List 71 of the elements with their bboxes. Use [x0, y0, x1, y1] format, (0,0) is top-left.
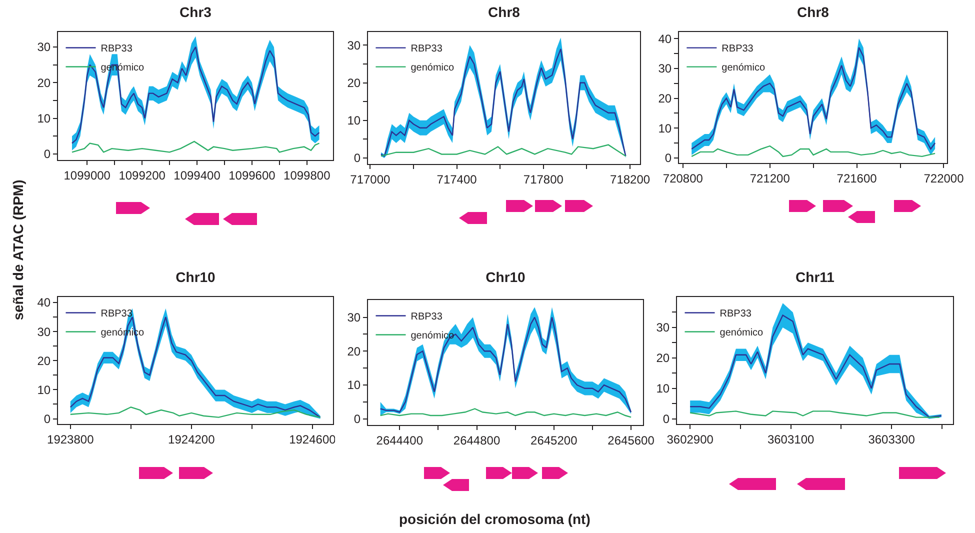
line-series: [70, 406, 321, 418]
x-tick-label: 1099000: [64, 168, 111, 182]
x-tick-label: 722000: [924, 171, 964, 186]
x-tick-label: 717400: [436, 172, 478, 186]
legend-label: genómico: [722, 62, 766, 74]
x-tick-label: 2644800: [453, 433, 500, 448]
y-tick-label: 20: [37, 354, 51, 368]
x-tick-label: 720800: [662, 171, 704, 186]
y-tick-label: 10: [347, 114, 361, 128]
y-tick-label: 30: [658, 62, 672, 76]
y-tick-label: 10: [37, 382, 51, 397]
y-tick-label: 10: [37, 111, 51, 126]
x-tick-label: 1099400: [174, 168, 221, 182]
y-tick-label: 0: [44, 412, 51, 426]
line-series: [380, 144, 626, 157]
y-tick-label: 0: [354, 151, 361, 166]
y-tick-label: 20: [658, 91, 672, 106]
y-tick-label: 10: [347, 378, 361, 392]
legend-label: RBP33: [720, 308, 752, 320]
y-tick-label: 0: [354, 412, 361, 426]
chart-title: Chr10: [176, 268, 216, 285]
x-tick-label: 718200: [610, 172, 650, 186]
line-series: [71, 140, 320, 153]
x-tick-label: 1924200: [168, 432, 216, 446]
chart-title: Chr11: [796, 268, 835, 285]
chart-title: Chr8: [797, 4, 830, 20]
x-tick-label: 717800: [523, 172, 564, 186]
x-tick-label: 3602900: [666, 432, 714, 446]
x-tick-label: 717000: [350, 172, 391, 186]
y-tick-label: 20: [656, 351, 670, 366]
y-tick-label: 30: [37, 40, 51, 54]
legend-label: genómico: [720, 328, 764, 339]
x-tick-label: 2645600: [608, 433, 655, 448]
legend-label: genómico: [410, 62, 455, 74]
x-tick-label: 2644400: [376, 433, 424, 448]
x-tick-label: 2645200: [530, 433, 578, 448]
y-tick-label: 10: [658, 121, 672, 136]
x-tick-label: 1099800: [284, 168, 331, 182]
x-tick-label: 3603100: [767, 432, 815, 446]
y-tick-label: 20: [347, 76, 361, 90]
x-tick-label: 1924600: [289, 432, 336, 446]
y-tick-label: 20: [37, 76, 51, 90]
y-tick-label: 0: [44, 147, 51, 162]
y-tick-label: 40: [37, 296, 51, 310]
chart-title: Chr8: [488, 4, 520, 20]
x-tick-label: 3603300: [868, 432, 916, 446]
legend-label: RBP33: [410, 312, 443, 323]
x-tick-label: 721200: [750, 171, 790, 186]
line-series: [380, 408, 632, 418]
x-tick-label: 1923800: [47, 432, 94, 446]
line-series: [689, 410, 940, 418]
y-tick-label: 0: [662, 412, 670, 426]
legend-label: RBP33: [410, 44, 443, 55]
chart-title: Chr3: [180, 4, 212, 20]
y-tick-label: 30: [347, 310, 361, 324]
line-series: [691, 145, 936, 158]
x-tick-label: 1099600: [228, 168, 276, 182]
legend-label: RBP33: [100, 44, 133, 55]
y-tick-label: 30: [37, 324, 51, 339]
y-tick-label: 10: [656, 382, 670, 396]
chart-title: Chr10: [486, 268, 526, 285]
y-tick-label: 30: [347, 38, 361, 52]
y-tick-label: 40: [658, 32, 672, 46]
y-axis-title: señal de ATAC (RPM): [10, 178, 26, 322]
y-tick-label: 0: [664, 151, 672, 166]
x-tick-label: 721600: [836, 171, 878, 186]
legend-label: RBP33: [722, 44, 754, 55]
x-axis-title: posición del cromosoma (nt): [399, 511, 590, 527]
x-tick-label: 1099200: [118, 168, 166, 182]
y-tick-label: 30: [656, 320, 670, 335]
y-tick-label: 20: [347, 344, 361, 358]
